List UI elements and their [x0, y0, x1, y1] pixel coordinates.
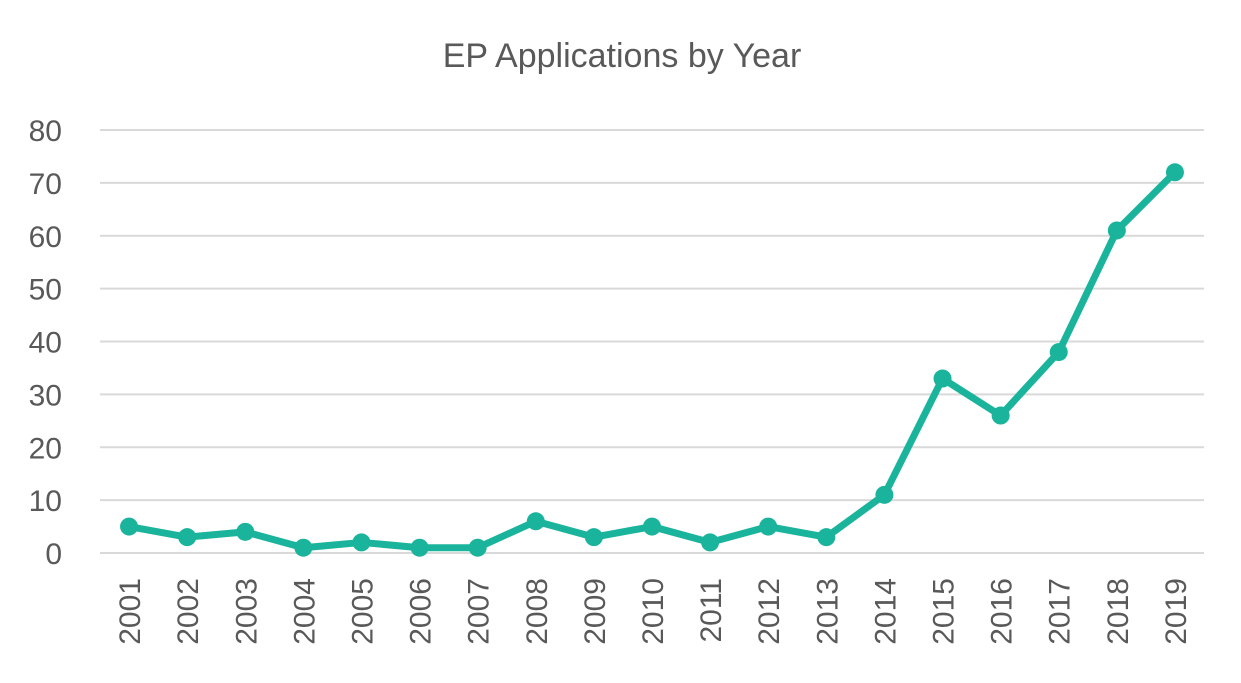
y-tick-label: 40	[29, 327, 62, 360]
x-tick-label: 2009	[579, 578, 612, 645]
data-point-2007	[468, 538, 487, 557]
x-tick-label: 2018	[1102, 578, 1135, 645]
y-tick-label: 70	[29, 168, 62, 201]
x-tick-label: 2002	[172, 578, 205, 645]
x-tick-label: 2004	[288, 578, 321, 645]
data-point-2002	[178, 528, 197, 547]
x-tick-label: 2001	[114, 578, 147, 645]
x-tick-label: 2016	[986, 578, 1019, 645]
data-point-2010	[643, 517, 661, 536]
data-point-2013	[817, 528, 836, 547]
series-line	[125, 168, 1179, 552]
series-layer	[120, 163, 1184, 557]
x-tick-label: 2006	[405, 578, 438, 645]
x-tick-label: 2019	[1160, 578, 1193, 645]
data-point-2011	[701, 533, 720, 552]
data-point-2018	[1107, 221, 1126, 240]
x-tick-label: 2008	[521, 578, 554, 645]
x-tick-label: 2012	[753, 578, 786, 645]
y-tick-label: 0	[45, 538, 62, 571]
data-point-2016	[991, 406, 1010, 425]
x-axis-tick-labels: 2001 2002 2003 2004 2005 2006 2007 2008 2009 2010…	[114, 578, 1193, 645]
y-tick-label: 50	[29, 274, 62, 307]
data-point-2012	[759, 517, 778, 536]
y-tick-label: 20	[29, 432, 62, 465]
data-point-2019	[1165, 163, 1184, 182]
y-tick-label: 30	[29, 379, 62, 412]
x-tick-label: 2017	[1044, 578, 1077, 645]
x-tick-label: 2014	[869, 578, 902, 645]
gridlines	[100, 129, 1204, 554]
data-point-2015	[933, 369, 952, 388]
y-axis-tick-labels: 0 10 20 30 40 50 60 70 80	[29, 115, 62, 571]
data-point-2004	[294, 538, 313, 557]
data-point-2001	[120, 517, 139, 536]
x-tick-label: 2011	[695, 578, 728, 643]
data-point-2008	[526, 512, 545, 531]
y-tick-label: 60	[29, 221, 62, 254]
data-point-2014	[875, 485, 894, 504]
data-point-2006	[410, 538, 429, 557]
y-tick-label: 80	[29, 115, 62, 148]
x-tick-label: 2003	[230, 578, 263, 645]
y-tick-label: 10	[29, 485, 62, 518]
data-point-2005	[352, 533, 371, 552]
x-tick-label: 2005	[346, 578, 379, 645]
chart-title: EP Applications by Year	[443, 37, 802, 75]
x-tick-label: 2007	[463, 578, 496, 645]
data-point-2003	[236, 522, 255, 541]
data-point-2017	[1049, 343, 1068, 362]
x-tick-label: 2013	[811, 578, 844, 645]
x-tick-label: 2015	[928, 578, 961, 645]
data-point-2009	[584, 528, 603, 547]
x-tick-label: 2010	[637, 578, 670, 645]
